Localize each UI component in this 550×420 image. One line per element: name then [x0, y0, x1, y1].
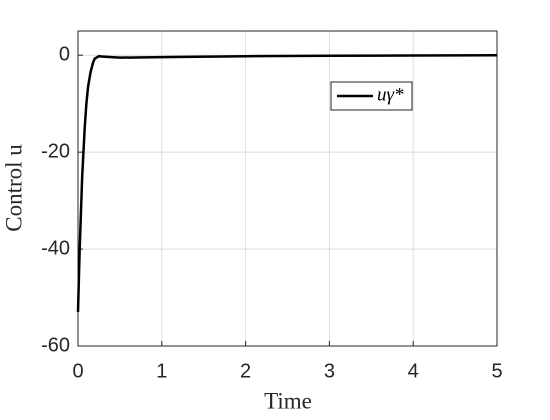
line	[76, 53, 498, 313]
y-axis-label: Control u	[1, 144, 26, 232]
y-tick-label: -60	[41, 334, 70, 356]
x-tick-label: 1	[156, 360, 167, 382]
legend: uγ*	[330, 81, 413, 111]
y-tick-label: -20	[41, 140, 70, 162]
y-tick-label: -40	[41, 237, 70, 259]
x-tick-label: 5	[491, 360, 502, 382]
x-tick-label: 2	[240, 360, 251, 382]
y-tick-label: 0	[59, 44, 70, 66]
legend-label: uγ*	[377, 84, 404, 105]
x-tick-label: 4	[408, 360, 419, 382]
axes-box	[77, 30, 498, 347]
plot-area	[78, 31, 497, 346]
x-tick-label: 0	[72, 360, 83, 382]
x-axis-label: Time	[264, 388, 312, 413]
x-tick-label: 3	[324, 360, 335, 382]
